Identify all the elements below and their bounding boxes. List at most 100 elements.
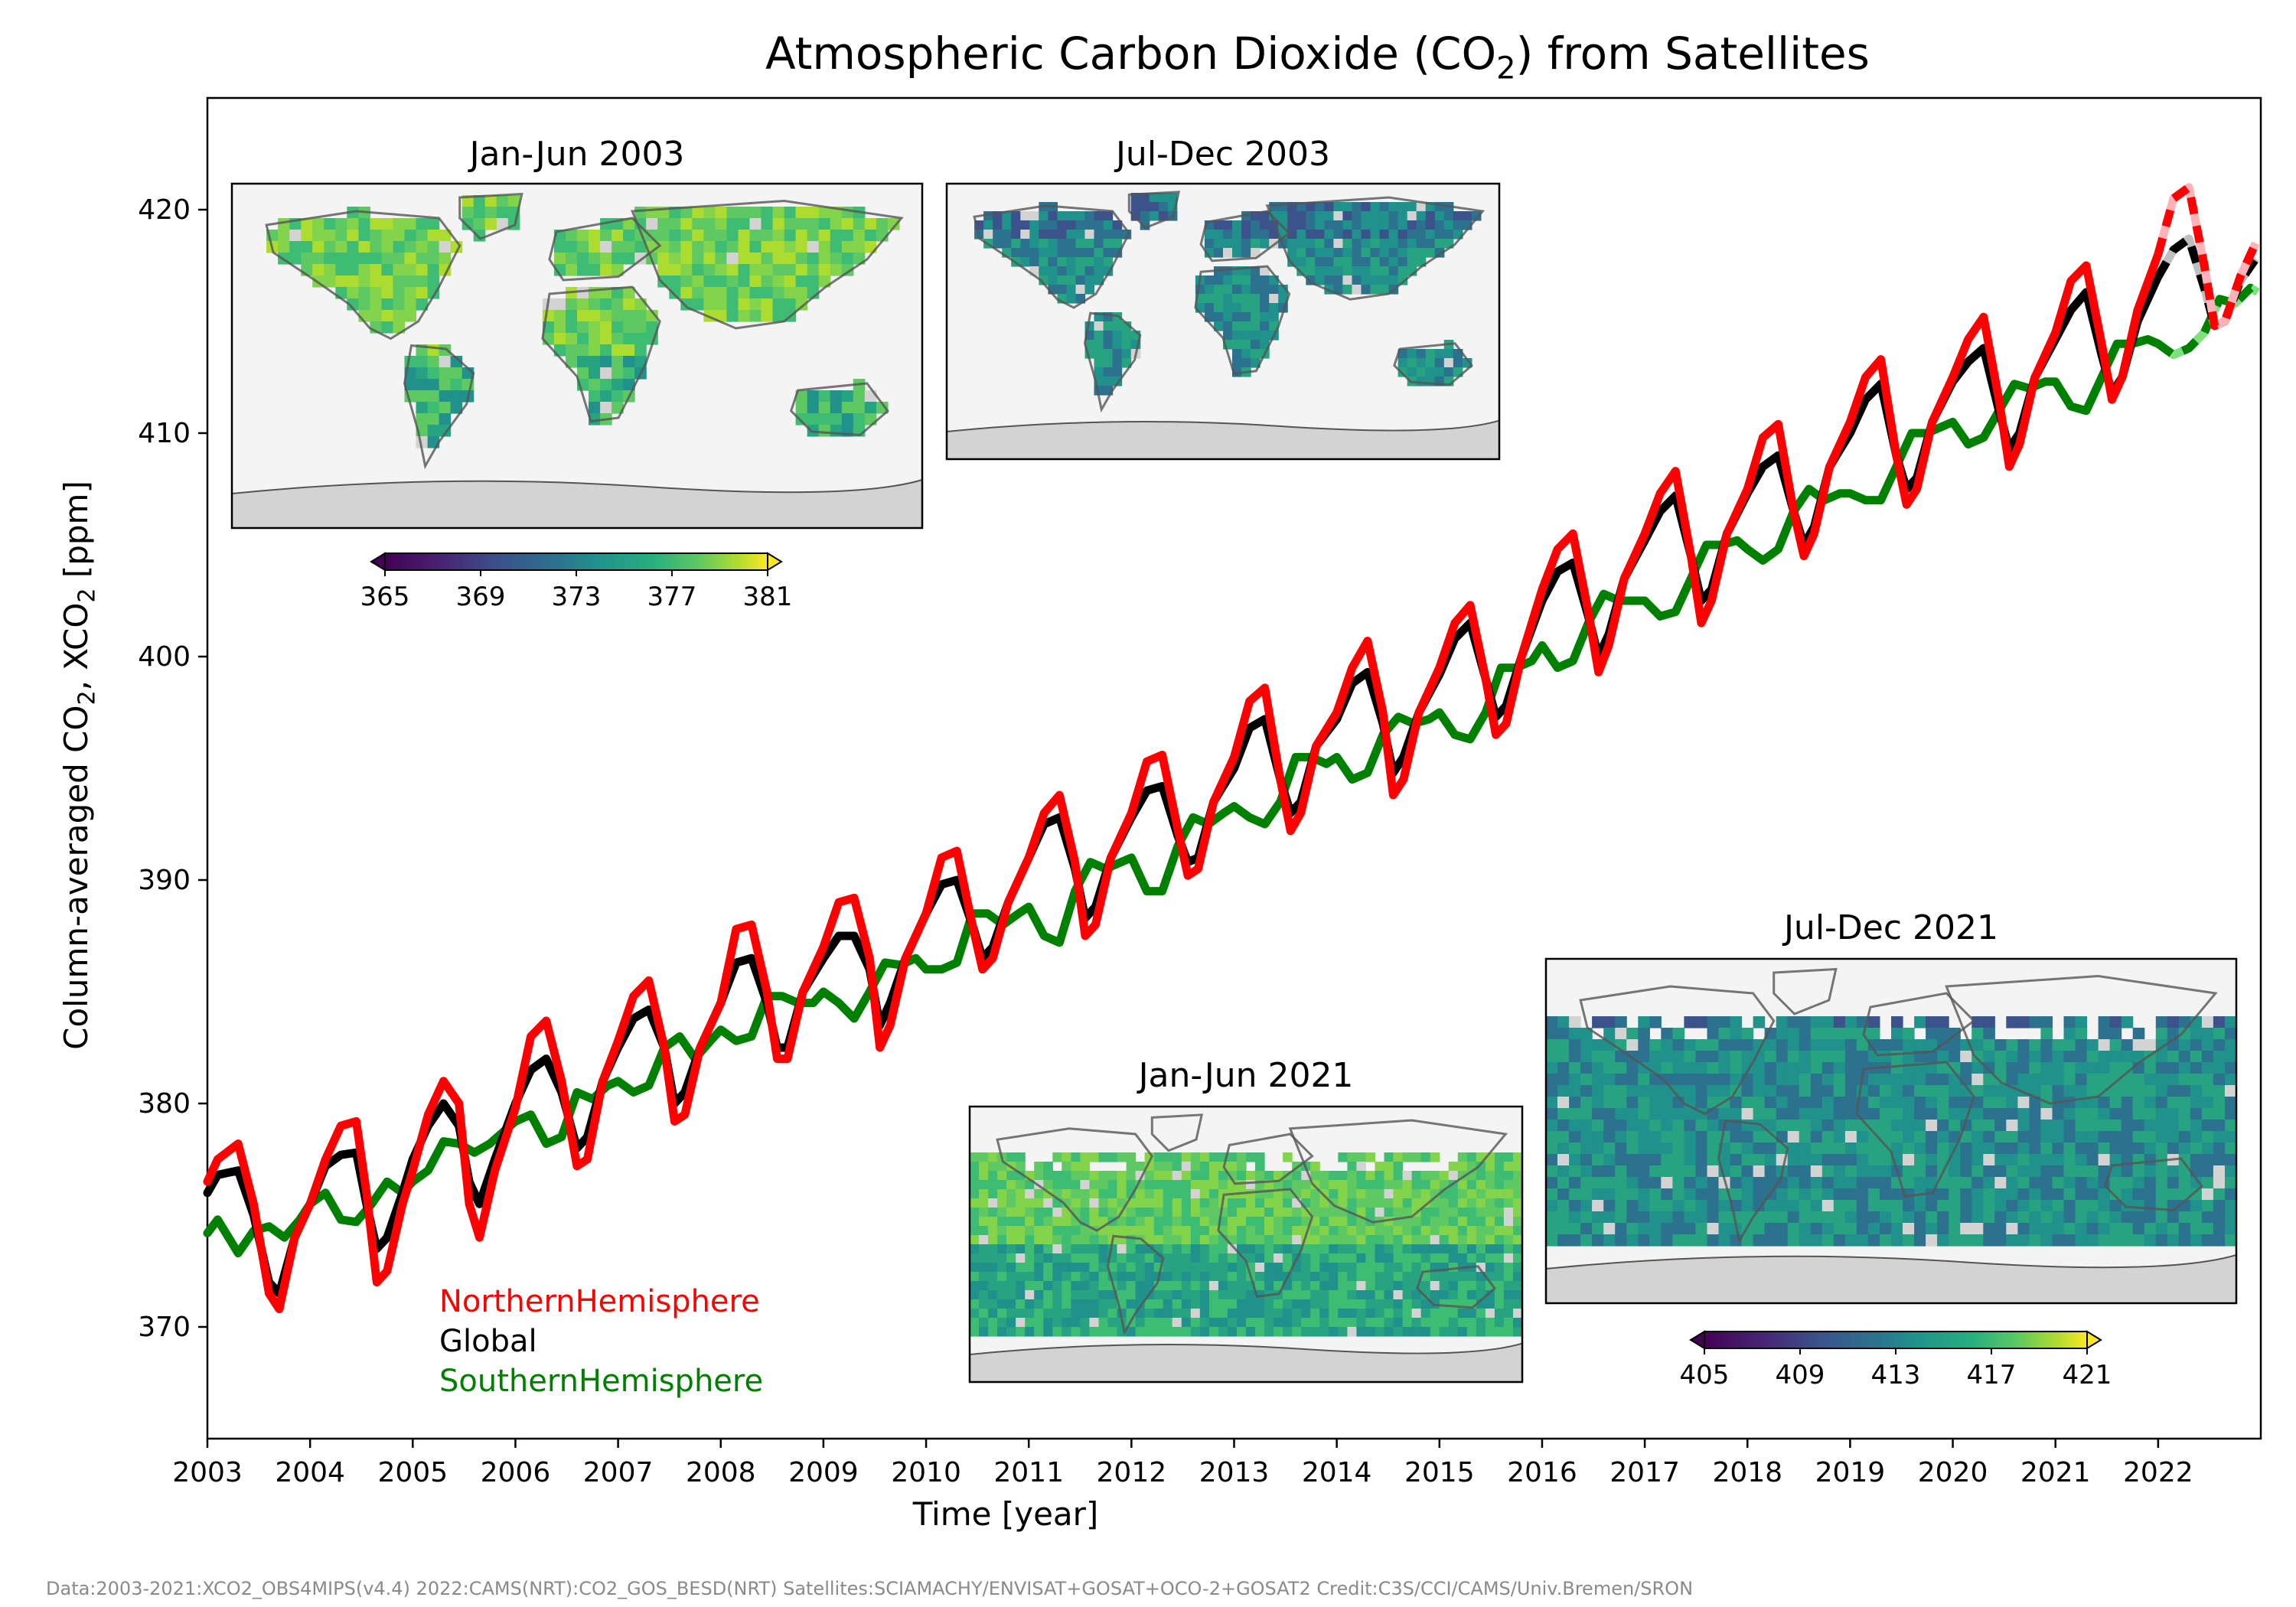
map-grid-cell — [1361, 220, 1371, 230]
map-grid-cell — [1214, 220, 1224, 230]
map-grid-cell — [1347, 1198, 1357, 1208]
map-grid-cell — [324, 253, 336, 265]
map-grid-cell — [1844, 1120, 1857, 1132]
map-grid-cell — [1546, 1028, 1558, 1040]
map-grid-cell — [1546, 1016, 1558, 1028]
map-grid-cell — [1084, 230, 1095, 240]
map-grid-cell — [1603, 1234, 1616, 1247]
map-grid-cell — [1867, 1097, 1880, 1109]
map-grid-cell — [2121, 1211, 2134, 1224]
map-grid-cell — [1269, 230, 1279, 240]
map-grid-cell — [1546, 1108, 1558, 1120]
map-grid-cell — [1603, 1097, 1616, 1109]
map-grid-cell — [347, 241, 359, 253]
map-grid-cell — [1799, 1200, 1812, 1212]
map-grid-cell — [1615, 1097, 1627, 1109]
map-grid-cell — [1296, 211, 1306, 221]
map-grid-cell — [807, 413, 820, 425]
map-grid-cell — [1103, 349, 1114, 359]
map-grid-cell — [715, 207, 727, 219]
map-grid-cell — [1485, 1253, 1495, 1263]
map-grid-cell — [997, 1217, 1007, 1227]
map-grid-cell — [1397, 230, 1408, 240]
map-grid-cell — [1062, 1299, 1071, 1309]
map-grid-cell — [1891, 1143, 1903, 1155]
map-grid-cell — [1994, 1051, 2007, 1063]
map-grid-cell — [1375, 1272, 1385, 1282]
map-grid-cell — [1485, 1226, 1495, 1236]
map-grid-cell — [1580, 1131, 1593, 1143]
map-grid-cell — [370, 253, 382, 265]
map-grid-cell — [1430, 1318, 1440, 1328]
map-grid-cell — [1255, 1171, 1265, 1181]
map-grid-cell — [1315, 211, 1325, 221]
x-tick-label: 2021 — [2020, 1457, 2091, 1488]
map-grid-cell — [1080, 1281, 1090, 1291]
map-grid-cell — [1476, 1171, 1486, 1181]
map-grid-cell — [1994, 1062, 2007, 1074]
map-grid-cell — [876, 218, 889, 230]
map-grid-cell — [997, 1309, 1007, 1319]
map-grid-cell — [427, 241, 440, 253]
map-grid-cell — [301, 241, 313, 253]
map-grid-cell — [818, 241, 831, 253]
map-grid-cell — [1867, 1200, 1880, 1212]
map-grid-cell — [1181, 1235, 1192, 1245]
map-grid-cell — [2225, 1016, 2237, 1028]
x-tick-label: 2019 — [1815, 1457, 1886, 1488]
map-grid-cell — [2201, 1223, 2214, 1235]
map-grid-cell — [1476, 1244, 1486, 1254]
map-grid-cell — [1163, 1299, 1173, 1309]
map-grid-cell — [1626, 1223, 1639, 1235]
map-grid-cell — [1649, 1131, 1662, 1143]
map-grid-cell — [1439, 1299, 1450, 1309]
map-grid-cell — [1103, 248, 1114, 258]
map-grid-cell — [1494, 1281, 1505, 1291]
map-grid-cell — [600, 298, 612, 311]
map-grid-cell — [1232, 340, 1242, 350]
map-grid-cell — [1066, 239, 1076, 249]
map-grid-cell — [1237, 1198, 1247, 1208]
map-grid-cell — [1190, 1171, 1201, 1181]
map-grid-cell — [1361, 211, 1371, 221]
map-grid-cell — [1695, 1154, 1707, 1166]
map-grid-cell — [1126, 1244, 1137, 1254]
map-grid-cell — [1764, 1051, 1777, 1063]
map-grid-cell — [1181, 1272, 1192, 1282]
map-grid-cell — [1103, 257, 1114, 267]
map-grid-cell — [692, 275, 704, 288]
map-grid-cell — [1557, 1039, 1570, 1051]
map-grid-cell — [1347, 1253, 1357, 1263]
map-grid-cell — [1580, 1188, 1593, 1201]
map-grid-cell — [1062, 1253, 1071, 1263]
map-grid-cell — [1971, 1200, 1984, 1212]
map-inset-title: Jan-Jun 2003 — [468, 135, 685, 174]
map-grid-cell — [749, 230, 762, 242]
map-grid-cell — [1301, 1318, 1311, 1328]
map-grid-cell — [2109, 1223, 2122, 1235]
map-grid-cell — [1246, 1189, 1256, 1199]
map-grid-cell — [1089, 1281, 1099, 1291]
map-grid-cell — [2086, 1039, 2099, 1051]
map-grid-cell — [1379, 211, 1390, 221]
map-grid-cell — [1466, 1198, 1477, 1208]
map-grid-cell — [1052, 1272, 1062, 1282]
map-grid-cell — [1718, 1028, 1731, 1040]
map-grid-cell — [997, 1327, 1007, 1337]
map-grid-cell — [795, 402, 808, 414]
map-grid-cell — [1453, 211, 1463, 221]
map-grid-cell — [1208, 1180, 1219, 1190]
map-grid-cell — [2029, 1039, 2041, 1051]
map-grid-cell — [1103, 340, 1114, 350]
map-grid-cell — [1439, 1318, 1450, 1328]
map-grid-cell — [1301, 1290, 1311, 1300]
map-grid-cell — [2063, 1085, 2076, 1097]
map-grid-cell — [1684, 1074, 1696, 1086]
map-grid-cell — [1375, 1253, 1385, 1263]
map-grid-cell — [1144, 1272, 1155, 1282]
map-grid-cell — [1753, 1177, 1766, 1189]
map-grid-cell — [1684, 1016, 1696, 1028]
coastline — [1862, 992, 1976, 1057]
map-grid-cell — [1503, 1290, 1514, 1300]
map-grid-cell — [1649, 1039, 1662, 1051]
